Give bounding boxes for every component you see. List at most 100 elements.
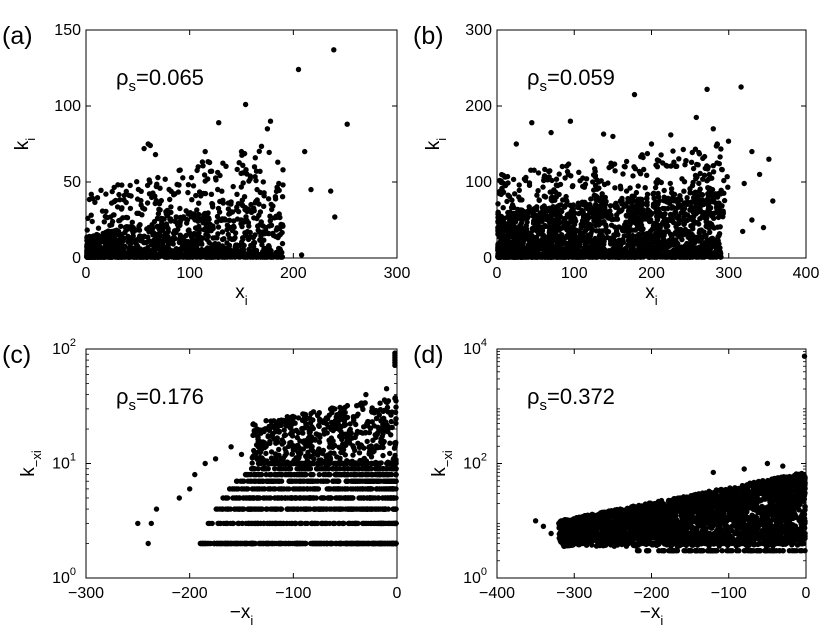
data-point (654, 157, 661, 163)
data-point (647, 216, 654, 223)
data-point (273, 213, 279, 219)
data-point (544, 177, 551, 183)
data-point (111, 233, 118, 239)
data-point (261, 237, 267, 243)
data-point (247, 234, 254, 240)
data-point (215, 224, 222, 230)
y-tick-label: 150 (54, 22, 81, 39)
data-point (588, 196, 594, 202)
data-point (609, 163, 615, 169)
data-point (185, 189, 191, 196)
data-point (137, 222, 143, 228)
data-point (263, 248, 270, 254)
data-point (215, 205, 222, 212)
data-point (644, 172, 650, 178)
data-point (272, 194, 279, 200)
data-point (553, 194, 560, 200)
data-point (298, 252, 305, 258)
data-point (257, 209, 264, 215)
data-point (571, 215, 578, 222)
data-point (155, 254, 161, 260)
data-point (220, 197, 226, 203)
data-point (633, 189, 640, 196)
data-point (231, 224, 237, 231)
data-point (623, 188, 630, 194)
data-point (84, 234, 90, 240)
data-point (268, 247, 274, 254)
data-point (146, 224, 152, 231)
data-point (551, 227, 557, 233)
data-point (191, 215, 197, 221)
data-point (534, 222, 541, 228)
data-point (101, 219, 108, 225)
points (84, 47, 350, 260)
data-point (95, 225, 102, 231)
data-point (277, 231, 283, 238)
panel-label: (a) (2, 22, 33, 50)
data-point (619, 227, 626, 234)
data-point (626, 251, 632, 258)
data-point (540, 184, 546, 190)
data-point (547, 213, 554, 219)
data-point (179, 235, 185, 242)
data-point (162, 176, 168, 182)
data-point (514, 248, 520, 254)
data-point (542, 194, 549, 200)
data-point (529, 225, 535, 232)
data-point (708, 221, 715, 227)
data-point (685, 212, 691, 218)
data-point (590, 213, 597, 220)
data-point (254, 215, 260, 222)
data-point (709, 175, 715, 181)
data-point (720, 214, 726, 220)
data-point (523, 253, 530, 259)
data-point (657, 254, 664, 260)
data-point (531, 206, 537, 212)
data-point (143, 239, 149, 246)
data-point (102, 213, 109, 220)
data-point (240, 180, 246, 186)
data-point (85, 215, 91, 221)
data-point (542, 222, 548, 229)
data-point (229, 236, 235, 242)
data-point (579, 199, 585, 205)
data-point (108, 200, 115, 206)
data-point (637, 203, 643, 209)
data-point (683, 158, 689, 164)
data-point (766, 156, 772, 162)
data-point (616, 209, 622, 215)
data-point (696, 180, 702, 186)
data-point (161, 244, 167, 250)
data-point (168, 204, 174, 210)
data-point (689, 252, 695, 259)
data-point (205, 159, 211, 165)
data-point (507, 221, 513, 227)
data-point (234, 166, 240, 173)
data-point (681, 221, 687, 227)
data-point (559, 208, 565, 215)
data-point (583, 176, 590, 182)
data-point (670, 148, 676, 154)
data-point (99, 249, 105, 255)
data-point (127, 182, 133, 189)
data-point (254, 186, 260, 193)
data-point (156, 206, 162, 212)
data-point (583, 205, 590, 211)
data-point (279, 240, 286, 247)
data-point (109, 218, 116, 225)
data-point (635, 183, 641, 189)
data-point (152, 237, 159, 243)
data-point (523, 222, 529, 229)
y-tick-label: 102 (52, 337, 76, 358)
data-point (238, 184, 244, 190)
data-point (112, 248, 119, 254)
x-tick-label: 400 (793, 265, 820, 282)
data-point (210, 204, 216, 210)
data-point (549, 189, 555, 195)
data-point (256, 148, 262, 154)
data-point (500, 172, 507, 179)
data-point (640, 244, 647, 250)
data-point (129, 219, 135, 225)
data-point (201, 172, 208, 178)
